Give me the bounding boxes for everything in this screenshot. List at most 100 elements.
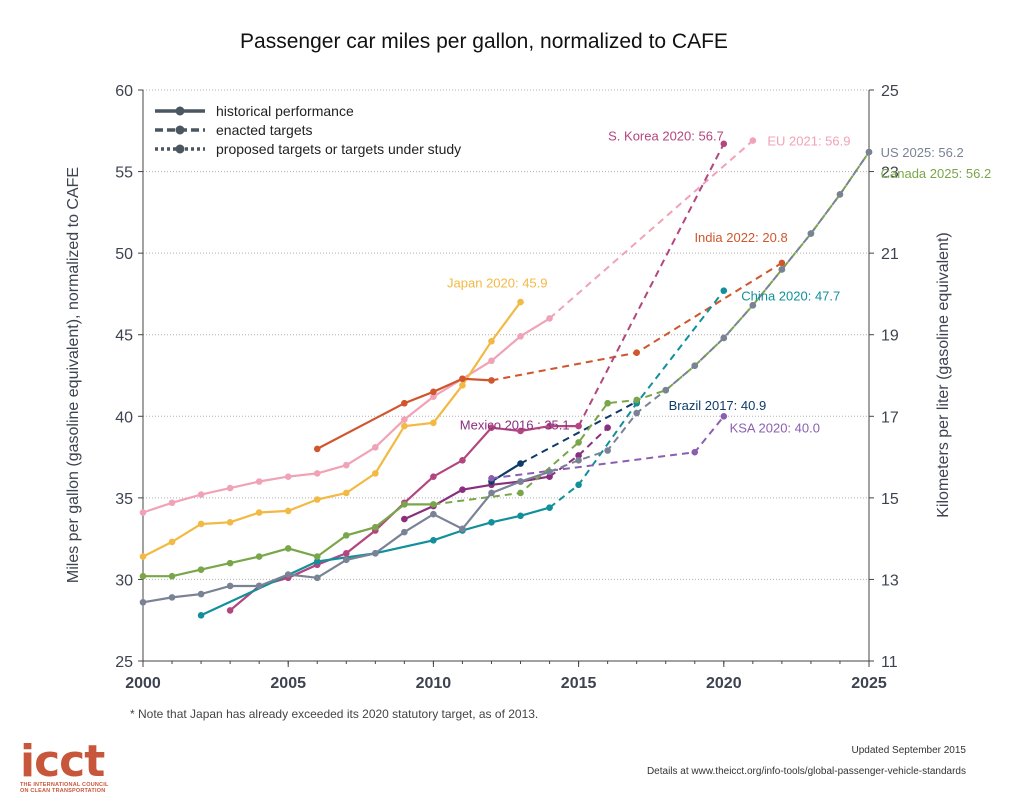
- updated-text: Updated September 2015: [851, 745, 966, 756]
- s-korea-target-line: [577, 143, 725, 427]
- china-historical-line: [200, 506, 550, 617]
- china-point: [313, 558, 321, 565]
- x-tick-label: 2000: [125, 675, 161, 692]
- s-korea-point: [546, 422, 553, 430]
- japan-point: [342, 489, 350, 497]
- eu-point: [488, 357, 495, 365]
- us-point: [459, 525, 466, 533]
- india-point: [488, 377, 495, 384]
- china-point: [546, 504, 553, 511]
- y-tick-label: 25: [115, 654, 133, 671]
- us-point: [517, 478, 524, 485]
- eu-target-point: [749, 137, 757, 144]
- annotation-label: US 2025: 56.2: [881, 145, 964, 160]
- japan-point: [430, 419, 437, 427]
- s-korea-point: [459, 457, 466, 464]
- annotations: S. Korea 2020: 56.7 EU 2021: 56.9 US 2025:…: [447, 129, 991, 436]
- eu-point: [342, 461, 350, 469]
- logo-wordmark: icct: [20, 736, 105, 787]
- y2-tick-label: 21: [881, 246, 899, 263]
- grid: [143, 89, 869, 580]
- mexico-target-point: [575, 452, 582, 459]
- ksa-target-point: [488, 474, 495, 482]
- us-target-point: [778, 266, 786, 273]
- annotation-label: KSA 2020: 40.0: [730, 421, 820, 436]
- logo-subtitle-2: ON CLEAN TRANSPORTATION: [20, 788, 106, 794]
- canada-point: [372, 523, 379, 531]
- canada-point: [284, 545, 292, 552]
- legend-label: enacted targets: [216, 122, 313, 138]
- legend-marker: [175, 144, 185, 154]
- brazil-historical-line: [490, 462, 522, 483]
- china-target-point: [720, 287, 728, 294]
- mexico-point: [459, 486, 466, 494]
- us-point: [401, 528, 408, 536]
- japan-point: [517, 298, 524, 306]
- us-point: [139, 598, 147, 606]
- canada-point: [313, 553, 321, 560]
- annotation-label: Brazil 2017: 40.9: [669, 398, 767, 413]
- s-korea-target-point: [720, 140, 728, 148]
- legend-marker: [175, 125, 185, 135]
- eu-point: [372, 443, 379, 451]
- s-korea-point: [488, 424, 495, 432]
- china-point: [197, 612, 205, 619]
- logo-subtitle-1: THE INTERNATIONAL COUNCIL: [20, 782, 109, 788]
- canada-target-point: [633, 396, 640, 404]
- us-point: [226, 582, 234, 590]
- japan-point: [372, 470, 379, 477]
- us-point: [546, 468, 553, 476]
- india-point: [401, 399, 408, 407]
- us-target-point: [662, 386, 670, 394]
- s-korea-point: [575, 422, 582, 430]
- eu-point: [226, 484, 234, 492]
- x-tick-label: 2025: [851, 675, 887, 692]
- brazil-point: [517, 460, 524, 467]
- us-point: [372, 550, 379, 557]
- legend-label: proposed targets or targets under study: [216, 141, 461, 157]
- s-korea-point: [342, 550, 350, 557]
- y-tick-label: 30: [115, 572, 133, 589]
- series-lines: [142, 139, 870, 617]
- china-target-point: [575, 481, 582, 489]
- us-target-point: [807, 230, 815, 237]
- japan-point: [313, 496, 321, 503]
- canada-target-point: [604, 399, 611, 407]
- china-point: [517, 512, 524, 520]
- y-tick-label: 50: [115, 246, 133, 263]
- eu-point: [197, 491, 205, 498]
- mexico-target-line: [549, 426, 609, 478]
- japan-point: [139, 553, 147, 560]
- s-korea-point: [430, 473, 437, 480]
- y-axis-label: Miles per gallon (gasoline equivalent), …: [65, 167, 82, 583]
- axes: 2000 2005 2010 2015 2020 2025 25 30 35 40 45 50 55 60…: [115, 83, 899, 692]
- us-target-point: [749, 302, 757, 309]
- japan-point: [401, 422, 408, 430]
- japan-point: [459, 381, 466, 389]
- canada-point: [226, 559, 234, 567]
- y2-tick-label: 11: [881, 654, 898, 671]
- us-target-point: [836, 191, 844, 198]
- us-target-point: [691, 362, 699, 370]
- eu-point: [401, 416, 408, 423]
- chart-title: Passenger car miles per gallon, normaliz…: [240, 30, 728, 53]
- canada-point: [430, 501, 437, 508]
- y-tick-label: 35: [115, 491, 133, 508]
- y2-tick-label: 17: [881, 409, 899, 426]
- canada-point: [401, 501, 408, 508]
- eu-point: [546, 315, 553, 322]
- ksa-target-point: [720, 412, 728, 420]
- annotation-label: China 2020: 47.7: [741, 289, 840, 304]
- canada-historical-line: [143, 503, 434, 578]
- canada-point: [168, 572, 176, 580]
- china-point: [488, 519, 495, 526]
- y2-tick-label: 19: [881, 328, 899, 345]
- y-tick-label: 55: [115, 165, 133, 182]
- china-target-line: [548, 290, 725, 509]
- eu-point: [313, 470, 321, 477]
- japan-point: [255, 509, 263, 516]
- eu-point: [517, 333, 524, 340]
- annotation-label: EU 2021: 56.9: [767, 134, 850, 149]
- icct-logo: icct THE INTERNATIONAL COUNCIL ON CLEAN …: [20, 736, 130, 795]
- annotation-label: Mexico 2016 : 35.1: [460, 417, 570, 432]
